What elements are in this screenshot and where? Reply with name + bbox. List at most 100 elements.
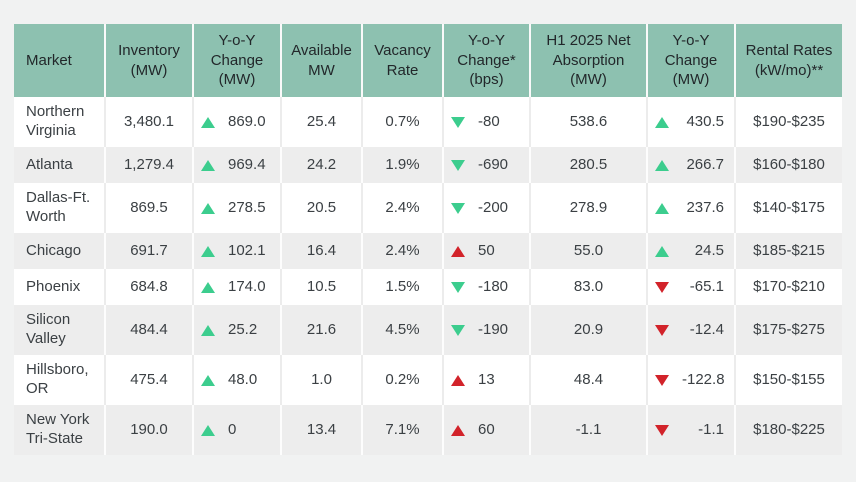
cell-market: Dallas-Ft. Worth	[26, 189, 91, 225]
triangle-down-icon	[451, 281, 465, 293]
triangle-up-icon	[201, 159, 215, 171]
cell-rental-rates: $185-$215	[734, 233, 842, 269]
triangle-up-icon	[201, 374, 215, 386]
cell-vacancy-rate: 1.5%	[361, 269, 443, 305]
change-value: 50	[478, 241, 495, 259]
cell-yoy-vacancy-change-bps: 50	[442, 233, 530, 269]
triangle-down-icon	[655, 374, 669, 386]
cell-yoy-inventory-change: 102.1	[192, 233, 281, 269]
cell-yoy-vacancy-change-bps: -190	[442, 305, 530, 355]
cell-market: Hillsboro, OR	[26, 361, 89, 397]
table-row: Dallas-Ft. Worth 869.5 278.5 20.5 2.4% -…	[14, 183, 842, 233]
cell-rental-rates: $140-$175	[734, 183, 842, 233]
cell-available-mw: 13.4	[280, 405, 362, 455]
header-row: Market Inventory (MW) Y-o-Y Change (MW) …	[14, 24, 842, 97]
col-header-available-mw: Available MW	[280, 24, 362, 97]
cell-available-mw: 24.2	[280, 147, 362, 183]
cell-net-absorption: 48.4	[529, 355, 647, 405]
table-row: Hillsboro, OR 475.4 48.0 1.0 0.2% 13 48.…	[14, 355, 842, 405]
cell-net-absorption: 83.0	[529, 269, 647, 305]
cell-yoy-inventory-change: 278.5	[192, 183, 281, 233]
cell-inventory-mw: 484.4	[104, 305, 193, 355]
col-header-market: Market	[14, 24, 105, 97]
table-row: Phoenix 684.8 174.0 10.5 1.5% -180 83.0 …	[14, 269, 842, 305]
cell-net-absorption: 538.6	[529, 97, 647, 147]
cell-inventory-mw: 475.4	[104, 355, 193, 405]
market-data-table: Market Inventory (MW) Y-o-Y Change (MW) …	[14, 24, 842, 455]
change-value: -12.4	[689, 320, 724, 338]
cell-market: Atlanta	[26, 155, 73, 173]
change-value: 0	[228, 420, 237, 438]
triangle-up-icon	[655, 116, 669, 128]
change-value: -690	[478, 155, 509, 173]
table-row: Northern Virginia 3,480.1 869.0 25.4 0.7…	[14, 97, 842, 147]
col-header-net-absorption: H1 2025 Net Absorption (MW)	[529, 24, 647, 97]
cell-yoy-inventory-change: 48.0	[192, 355, 281, 405]
col-header-yoy-absorption-change: Y-o-Y Change (MW)	[646, 24, 735, 97]
cell-available-mw: 10.5	[280, 269, 362, 305]
triangle-up-icon	[655, 202, 669, 214]
cell-yoy-vacancy-change-bps: -80	[442, 97, 530, 147]
triangle-up-icon	[451, 424, 465, 436]
triangle-down-icon	[451, 202, 465, 214]
cell-vacancy-rate: 4.5%	[361, 305, 443, 355]
triangle-up-icon	[201, 324, 215, 336]
cell-vacancy-rate: 0.7%	[361, 97, 443, 147]
cell-net-absorption: 280.5	[529, 147, 647, 183]
cell-yoy-absorption-change: 430.5	[646, 97, 735, 147]
cell-inventory-mw: 190.0	[104, 405, 193, 455]
triangle-up-icon	[451, 374, 465, 386]
cell-yoy-absorption-change: -1.1	[646, 405, 735, 455]
change-value: 48.0	[228, 370, 258, 388]
change-value: 237.6	[686, 198, 724, 216]
triangle-down-icon	[451, 116, 465, 128]
change-value: 174.0	[228, 277, 266, 295]
cell-inventory-mw: 691.7	[104, 233, 193, 269]
change-value: 25.2	[228, 320, 258, 338]
cell-yoy-inventory-change: 969.4	[192, 147, 281, 183]
cell-yoy-inventory-change: 0	[192, 405, 281, 455]
cell-yoy-absorption-change: 266.7	[646, 147, 735, 183]
cell-rental-rates: $160-$180	[734, 147, 842, 183]
change-value: -200	[478, 198, 509, 216]
cell-yoy-vacancy-change-bps: -690	[442, 147, 530, 183]
change-value: 60	[478, 420, 495, 438]
change-value: 869.0	[228, 112, 266, 130]
cell-available-mw: 25.4	[280, 97, 362, 147]
cell-vacancy-rate: 7.1%	[361, 405, 443, 455]
cell-net-absorption: 55.0	[529, 233, 647, 269]
cell-yoy-absorption-change: -122.8	[646, 355, 735, 405]
triangle-down-icon	[655, 324, 669, 336]
change-value: -65.1	[689, 277, 724, 295]
table-row: New York Tri-State 190.0 0 13.4 7.1% 60 …	[14, 405, 842, 455]
cell-yoy-absorption-change: 24.5	[646, 233, 735, 269]
cell-vacancy-rate: 1.9%	[361, 147, 443, 183]
cell-yoy-inventory-change: 869.0	[192, 97, 281, 147]
change-value: -1.1	[698, 420, 724, 438]
cell-yoy-vacancy-change-bps: -200	[442, 183, 530, 233]
cell-vacancy-rate: 2.4%	[361, 233, 443, 269]
triangle-down-icon	[451, 324, 465, 336]
triangle-up-icon	[655, 159, 669, 171]
cell-market: Phoenix	[26, 277, 81, 295]
change-value: -180	[478, 277, 509, 295]
change-value: -122.8	[682, 370, 725, 388]
cell-rental-rates: $190-$235	[734, 97, 842, 147]
cell-vacancy-rate: 2.4%	[361, 183, 443, 233]
change-value: 278.5	[228, 198, 266, 216]
table-row: Chicago 691.7 102.1 16.4 2.4% 50 55.0 24…	[14, 233, 842, 269]
table-row: Atlanta 1,279.4 969.4 24.2 1.9% -690 280…	[14, 147, 842, 183]
cell-rental-rates: $180-$225	[734, 405, 842, 455]
change-value: 969.4	[228, 155, 266, 173]
cell-inventory-mw: 869.5	[104, 183, 193, 233]
cell-yoy-inventory-change: 25.2	[192, 305, 281, 355]
data-center-markets-table: Market Inventory (MW) Y-o-Y Change (MW) …	[14, 24, 842, 455]
cell-market: New York Tri-State	[26, 411, 90, 447]
change-value: -80	[478, 112, 500, 130]
cell-net-absorption: -1.1	[529, 405, 647, 455]
triangle-up-icon	[201, 281, 215, 293]
triangle-up-icon	[201, 245, 215, 257]
cell-market: Chicago	[26, 241, 82, 259]
cell-available-mw: 1.0	[280, 355, 362, 405]
change-value: 24.5	[694, 241, 724, 259]
